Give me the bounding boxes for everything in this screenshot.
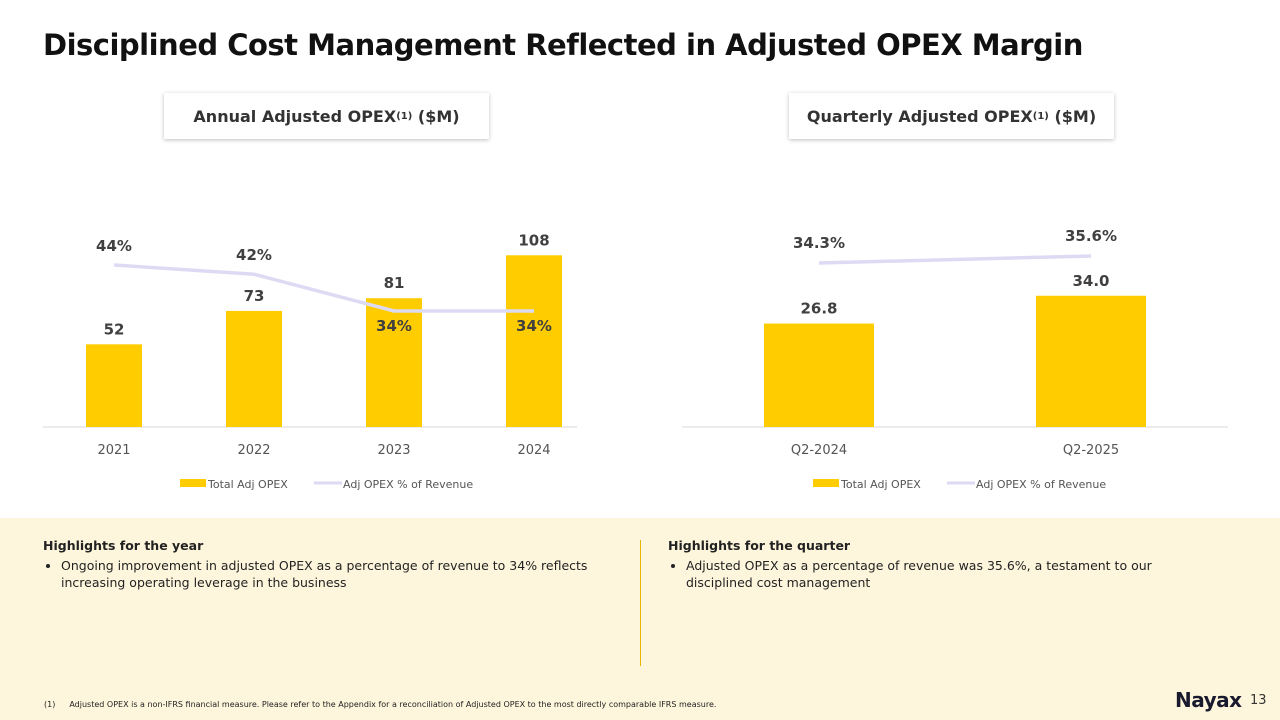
bar-2023	[366, 298, 422, 427]
bar-label-2024: 108	[518, 231, 549, 249]
nayax-logo: Nayax	[1175, 688, 1242, 712]
quarterly-title-text: Quarterly Adjusted OPEX	[806, 106, 1033, 126]
highlights-year: Highlights for the year Ongoing improvem…	[43, 538, 603, 591]
line-series-pct-revenue	[113, 263, 534, 313]
legend-swatch-bar	[180, 479, 206, 487]
x-tick-2021: 2021	[97, 443, 130, 458]
x-tick-2024: 2024	[517, 443, 550, 458]
legend-label-line: Adj OPEX % of Revenue	[976, 478, 1106, 491]
footnote-marker: (1)	[44, 700, 56, 709]
x-tick-Q2-2025: Q2-2025	[1063, 443, 1119, 458]
line-series-pct-revenue	[818, 254, 1092, 265]
bar-Q2-2024	[764, 323, 874, 427]
line-label-2022: 42%	[236, 246, 272, 264]
annual-chart-title: Annual Adjusted OPEX (1) ($M)	[164, 93, 489, 139]
quarterly-title-sup: (1)	[1032, 110, 1049, 122]
x-tick-2023: 2023	[377, 443, 410, 458]
x-tick-Q2-2024: Q2-2024	[791, 443, 847, 458]
highlights-quarter: Highlights for the quarter Adjusted OPEX…	[668, 538, 1208, 591]
charts-canvas: 52 2021 73 2022 81 2023 108 2024 44% 42% 34% 34% Tot…	[43, 227, 1228, 491]
quarterly-chart-title: Quarterly Adjusted OPEX (1) ($M)	[789, 93, 1114, 139]
footnote: (1) Adjusted OPEX is a non-IFRS financial…	[44, 700, 716, 709]
highlights-panel: Highlights for the year Ongoing improvem…	[0, 518, 1280, 720]
legend-label-bar: Total Adj OPEX	[207, 478, 288, 491]
bar-label-Q2-2024: 26.8	[800, 300, 837, 318]
page-title: Disciplined Cost Management Reflected in…	[43, 28, 1083, 62]
line-label-Q2-2024: 34.3%	[793, 234, 845, 252]
highlights-year-bullet: Ongoing improvement in adjusted OPEX as …	[61, 557, 603, 591]
bar-2021	[86, 344, 142, 427]
annual-title-suffix: ($M)	[417, 106, 460, 126]
highlights-year-heading: Highlights for the year	[43, 538, 204, 553]
highlights-quarter-heading: Highlights for the quarter	[668, 538, 851, 553]
bar-label-2023: 81	[384, 274, 405, 292]
line-label-Q2-2025: 35.6%	[1065, 227, 1117, 245]
annual-title-sup: (1)	[396, 110, 413, 122]
page-number: 13	[1250, 693, 1267, 708]
bar-label-Q2-2025: 34.0	[1072, 272, 1109, 290]
bar-label-2021: 52	[104, 320, 125, 338]
divider	[640, 540, 641, 666]
legend-label-line: Adj OPEX % of Revenue	[343, 478, 473, 491]
bar-2024	[506, 255, 562, 427]
x-tick-2022: 2022	[237, 443, 270, 458]
legend-swatch-bar	[813, 479, 839, 487]
bar-2022	[226, 310, 282, 427]
bar-Q2-2025	[1036, 295, 1146, 427]
legend-label-bar: Total Adj OPEX	[840, 478, 921, 491]
quarterly-title-suffix: ($M)	[1054, 106, 1097, 126]
line-label-2023: 34%	[376, 317, 412, 335]
footnote-text: Adjusted OPEX is a non-IFRS financial me…	[69, 700, 717, 709]
line-label-2021: 44%	[96, 237, 132, 255]
line-label-2024: 34%	[516, 317, 552, 335]
bar-label-2022: 73	[244, 287, 265, 305]
highlights-quarter-bullet: Adjusted OPEX as a percentage of revenue…	[686, 557, 1208, 591]
annual-title-text: Annual Adjusted OPEX	[193, 106, 397, 126]
